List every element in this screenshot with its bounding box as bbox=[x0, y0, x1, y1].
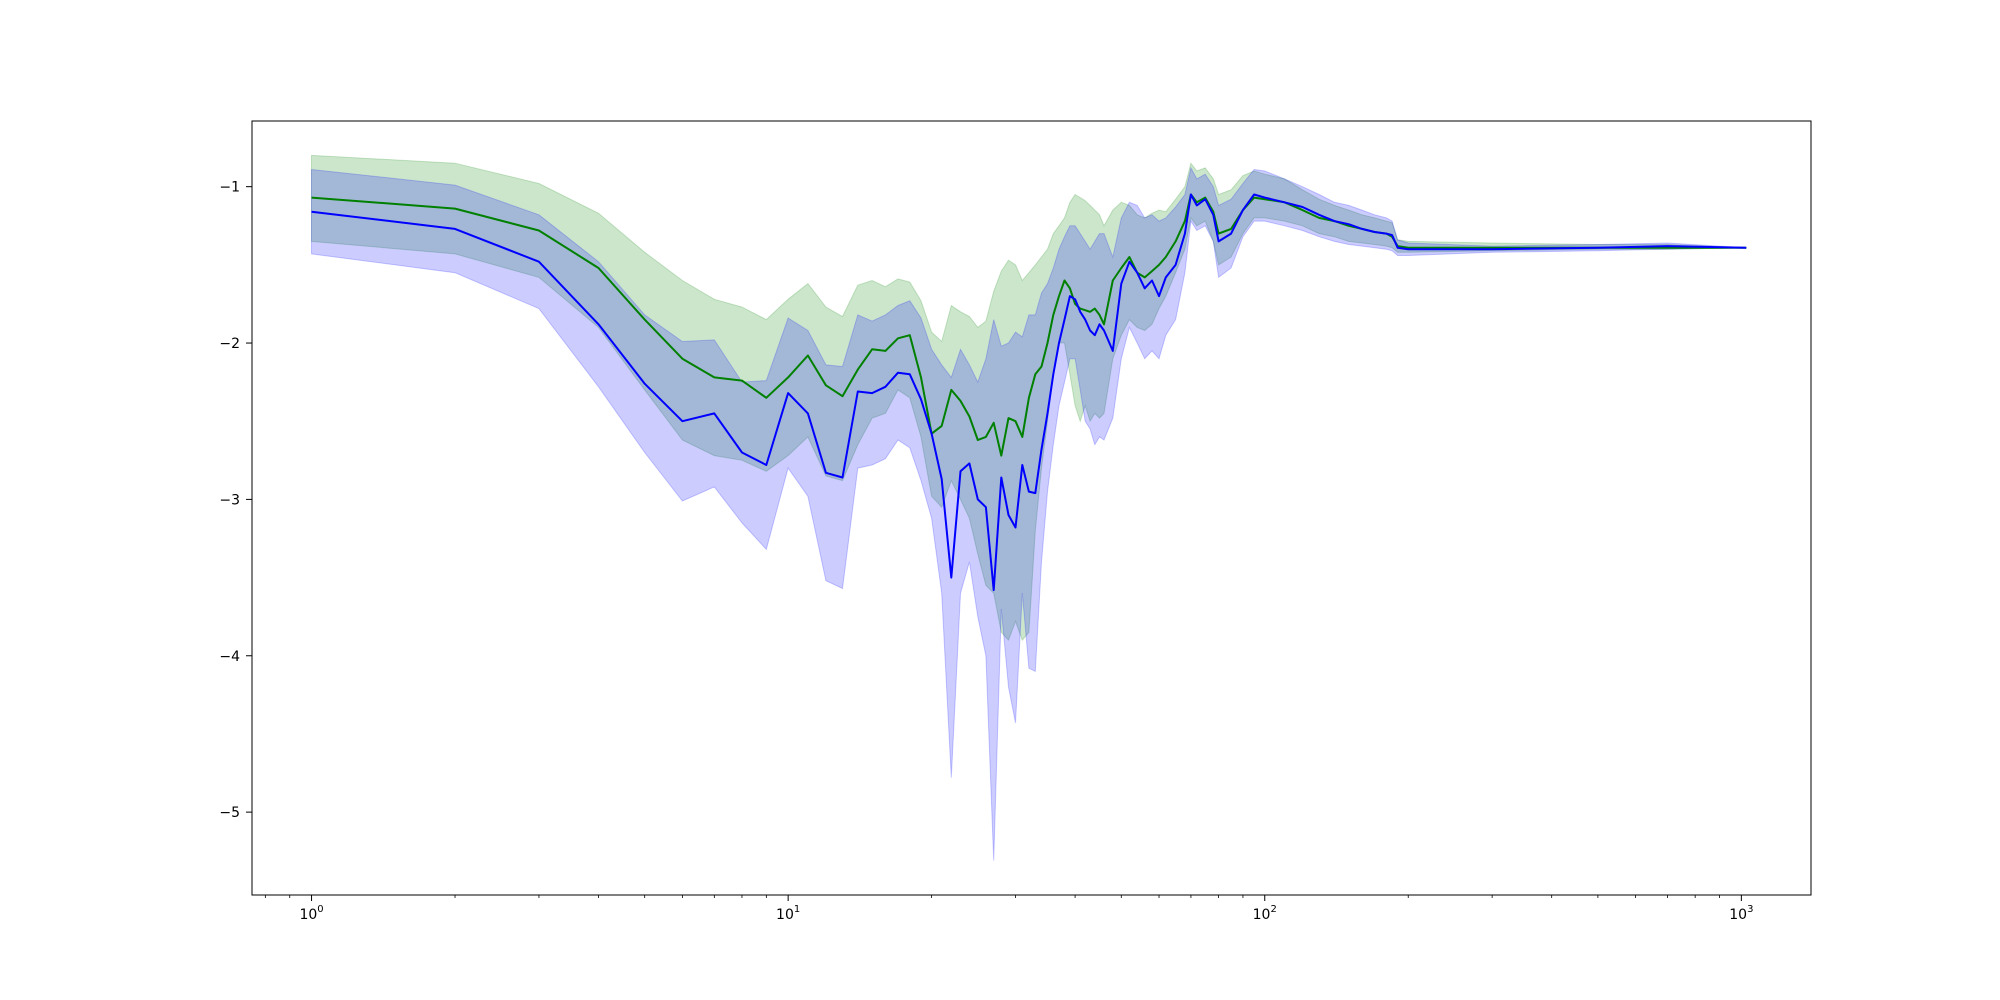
x-tick-label: 103 bbox=[1729, 904, 1753, 923]
y-tick-label: −3 bbox=[219, 492, 240, 508]
y-axis: −1 −2 −3 −4 −5 bbox=[219, 180, 252, 821]
y-tick-label: −5 bbox=[219, 805, 240, 821]
series-lines bbox=[311, 193, 1747, 592]
x-tick-label: 102 bbox=[1253, 904, 1277, 923]
x-tick-label: 101 bbox=[776, 904, 800, 923]
y-tick-label: −4 bbox=[219, 649, 240, 665]
y-tick-label: −1 bbox=[219, 180, 240, 196]
x-tick-label: 100 bbox=[299, 904, 323, 923]
x-axis: 100 101 102 103 bbox=[264, 895, 1753, 923]
series-2-line bbox=[311, 193, 1747, 592]
y-tick-label: −2 bbox=[219, 336, 240, 352]
plot-frame bbox=[251, 120, 1812, 896]
